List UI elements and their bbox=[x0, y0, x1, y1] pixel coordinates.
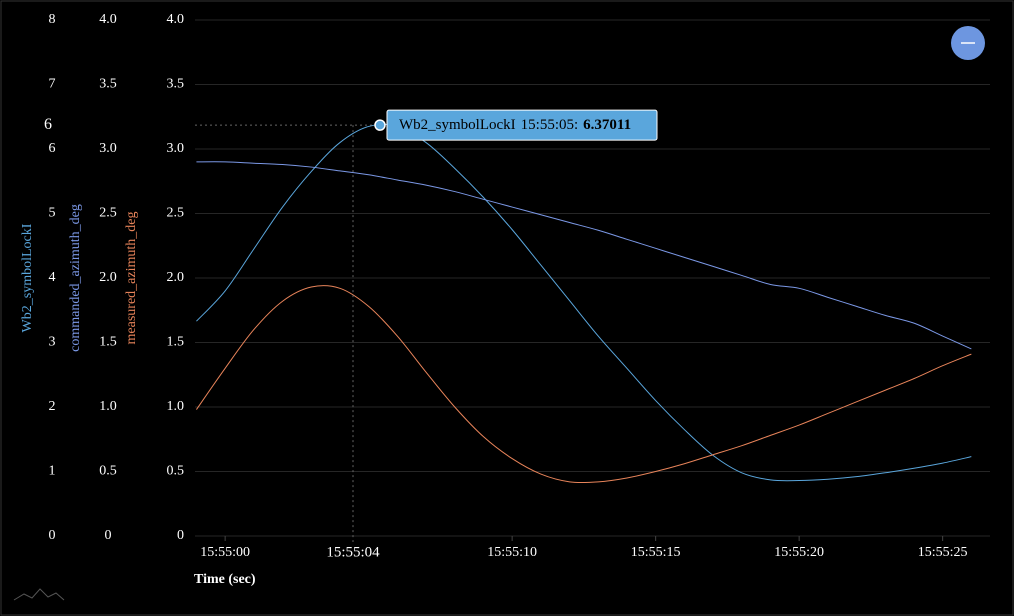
y-tick-label: 2.0 bbox=[167, 270, 185, 285]
y-tick-label: 2 bbox=[49, 399, 56, 414]
y-tick-label: 7 bbox=[49, 77, 56, 92]
hover-x-label: 15:55:04 bbox=[326, 544, 380, 560]
y-tick-label: 1.5 bbox=[167, 335, 185, 350]
x-tick-label: 15:55:20 bbox=[774, 545, 824, 560]
y-tick-label: 0.5 bbox=[99, 464, 117, 479]
y-tick-label: 5 bbox=[49, 206, 56, 221]
x-tick-label: 15:55:25 bbox=[918, 545, 968, 560]
y-tick-label: 1.0 bbox=[167, 399, 185, 414]
y-tick-label: 2.5 bbox=[167, 206, 185, 221]
tooltip-series: Wb2_symbolLockI bbox=[399, 118, 516, 134]
logo bbox=[13, 588, 65, 601]
y-tick-label: 1.0 bbox=[99, 399, 117, 414]
hover-x-bg bbox=[313, 542, 393, 564]
line bbox=[196, 161, 972, 350]
tooltip-value: 6.37011 bbox=[583, 118, 631, 134]
y-tick-label: 6 bbox=[49, 141, 56, 156]
y-tick-label: 0.5 bbox=[167, 464, 185, 479]
y-tick-label: 3.5 bbox=[167, 77, 185, 92]
y-tick-label: 8 bbox=[49, 12, 56, 27]
x-tick-label: 15:55:15 bbox=[631, 545, 681, 560]
tooltip-time: 15:55:05: bbox=[521, 118, 579, 134]
line bbox=[196, 123, 972, 482]
y-tick-label: 4.0 bbox=[167, 12, 185, 27]
tooltip: Wb2_symbolLockI 15:55:05: 6.37011 bbox=[399, 118, 631, 134]
y-tick-label: 3.5 bbox=[99, 77, 117, 92]
y-axis-title: commanded_azimuth_deg bbox=[68, 204, 83, 352]
y-tick-label: 4.0 bbox=[99, 12, 117, 27]
line bbox=[196, 285, 972, 484]
y-axis-title: Wb2_symbolLockI bbox=[20, 223, 35, 332]
y-tick-label: 0 bbox=[105, 528, 112, 543]
y-tick-label: 3.0 bbox=[167, 141, 185, 156]
y-tick-label: 2.5 bbox=[99, 206, 117, 221]
y-tick-label: 3.0 bbox=[99, 141, 117, 156]
x-tick-label: 15:55:00 bbox=[200, 545, 250, 560]
y-tick-label: 3 bbox=[49, 335, 56, 350]
y-tick-label: 1 bbox=[49, 464, 56, 479]
y-axis-title: measured_azimuth_deg bbox=[124, 212, 139, 345]
y-tick-label: 4 bbox=[49, 270, 56, 285]
y-tick-label: 0 bbox=[177, 528, 184, 543]
hover-y-label: 6 bbox=[44, 116, 52, 133]
x-tick-label: 15:55:10 bbox=[487, 545, 537, 560]
y-tick-label: 2.0 bbox=[99, 270, 117, 285]
x-axis-title: Time (sec) bbox=[194, 572, 256, 587]
tooltip-bg bbox=[386, 109, 658, 141]
y-tick-label: 1.5 bbox=[99, 335, 117, 350]
y-tick-label: 0 bbox=[49, 528, 56, 543]
hover-point bbox=[374, 119, 386, 131]
